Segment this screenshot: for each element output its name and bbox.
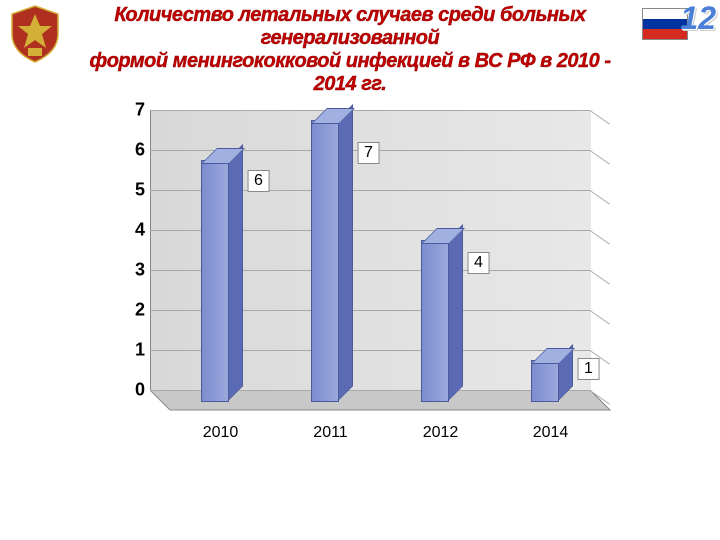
page-title: Количество летальных случаев среди больн… (70, 4, 630, 96)
data-label: 4 (467, 252, 490, 274)
y-tick-label: 1 (121, 340, 145, 361)
data-label: 1 (577, 358, 600, 380)
y-tick-label: 4 (121, 220, 145, 241)
bar (421, 242, 447, 402)
emblem-icon (8, 4, 62, 64)
data-label: 6 (247, 170, 270, 192)
x-tick-label: 2012 (401, 424, 481, 442)
x-tick-label: 2014 (511, 424, 591, 442)
y-tick-label: 5 (121, 180, 145, 201)
bar (311, 122, 337, 402)
y-tick-label: 3 (121, 260, 145, 281)
bar (201, 162, 227, 402)
x-tick-label: 2011 (291, 424, 371, 442)
y-tick-label: 7 (121, 100, 145, 121)
page-number: 12 (680, 0, 716, 37)
y-tick-label: 0 (121, 380, 145, 401)
y-tick-label: 6 (121, 140, 145, 161)
data-label: 7 (357, 142, 380, 164)
x-tick-label: 2010 (181, 424, 261, 442)
bar (531, 362, 557, 402)
grid-line (150, 110, 590, 111)
title-line-2: формой менингококковой инфекцией в ВС РФ… (90, 50, 611, 95)
header: Количество летальных случаев среди больн… (0, 0, 720, 70)
title-line-1: Количество летальных случаев среди больн… (114, 4, 585, 49)
bar-chart: 01234567 2010201120122014 6741 (120, 110, 620, 480)
y-tick-label: 2 (121, 300, 145, 321)
